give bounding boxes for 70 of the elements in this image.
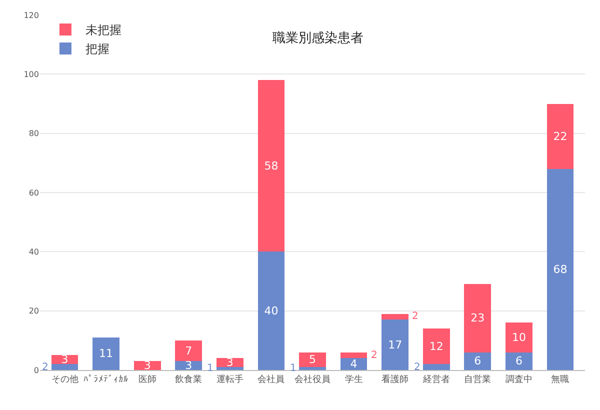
bar (382, 314, 408, 320)
y-tick-label: 40 (28, 247, 39, 256)
x-tick-label: 無職 (551, 374, 570, 385)
bar (216, 358, 244, 368)
x-tick-label: その他 (51, 374, 78, 385)
bar (422, 364, 450, 370)
data-label: 3 (185, 359, 192, 372)
legend-label: 未把握 (85, 23, 122, 38)
x-tick-label: 飲食業 (175, 374, 202, 385)
bar (506, 322, 532, 352)
bar (175, 340, 202, 362)
x-tick-label: 調査中 (505, 374, 532, 385)
x-tick-label: 学生 (344, 374, 363, 385)
bar (464, 284, 492, 352)
data-label: 2 (371, 350, 378, 361)
legend-label: 把握 (85, 42, 110, 56)
bar (299, 352, 326, 368)
data-label: 12 (429, 340, 444, 353)
data-label: 1 (290, 363, 296, 374)
data-label: 6 (474, 354, 482, 368)
data-label: 58 (264, 159, 278, 172)
data-label: 23 (470, 312, 485, 325)
data-label: 4 (350, 358, 358, 371)
data-label: 5 (309, 353, 316, 366)
data-label: 2 (414, 362, 420, 373)
data-label: 10 (512, 330, 526, 344)
bar (382, 320, 408, 370)
x-tick-label: 自営業 (464, 374, 492, 385)
bar (216, 367, 244, 370)
data-label: 40 (264, 304, 278, 318)
bar (258, 252, 285, 370)
data-label: 22 (553, 130, 568, 143)
bar (299, 367, 326, 370)
x-tick-label: 会社役員 (294, 374, 330, 385)
x-tick-label: ﾊﾟﾗﾒﾃﾞｨｶﾙ (84, 374, 129, 385)
data-label: 2 (42, 362, 48, 373)
y-tick-label: 20 (28, 306, 39, 316)
bar (546, 168, 574, 370)
x-tick-label: 運転手 (216, 374, 244, 385)
bar (422, 328, 450, 364)
data-label: 2 (412, 311, 418, 322)
y-tick-label: 60 (28, 188, 39, 198)
bar (340, 358, 368, 370)
bar (92, 337, 120, 370)
data-label: 7 (185, 344, 192, 358)
bar (340, 352, 368, 358)
x-tick-label: 医師 (138, 374, 156, 385)
data-label: 1 (207, 363, 214, 374)
bar (258, 80, 285, 252)
y-tick-label: 0 (34, 366, 39, 375)
data-label: 17 (388, 338, 402, 352)
data-label: 3 (144, 359, 151, 372)
x-tick-label: 経営者 (422, 374, 450, 385)
x-tick-label: 会社員 (258, 374, 285, 385)
bar (506, 352, 532, 370)
data-label: 68 (553, 262, 568, 276)
data-label: 6 (515, 354, 522, 368)
data-label: 11 (99, 347, 114, 360)
text: 職業別感染患者 (272, 30, 364, 46)
bar (51, 364, 78, 370)
bar (134, 361, 161, 370)
y-tick-label: 120 (24, 10, 39, 20)
x-tick-label: 看護師 (382, 374, 409, 385)
bar (546, 104, 574, 169)
y-tick-label: 100 (24, 70, 39, 79)
data-label: 3 (226, 356, 234, 370)
y-tick-label: 80 (28, 129, 39, 138)
bar (464, 352, 492, 370)
data-label: 3 (61, 353, 68, 366)
bar (175, 361, 202, 370)
